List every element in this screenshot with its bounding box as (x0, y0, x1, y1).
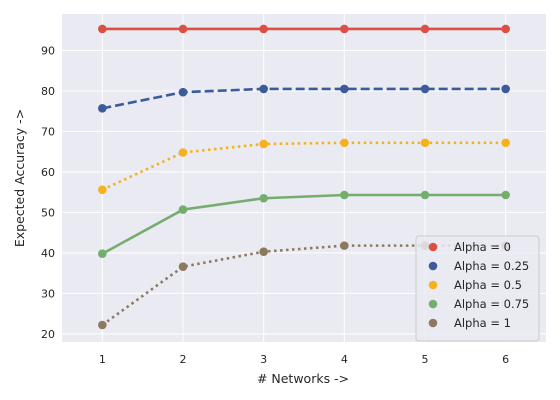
legend: Alpha = 0 Alpha = 0.25 Alpha = 0.5 Alpha = … (415, 235, 540, 342)
data-point (178, 148, 188, 157)
y-tick-label: 30 (41, 287, 55, 300)
x-tick-label: 5 (422, 353, 429, 366)
series-line (101, 193, 506, 255)
x-tick-label: 6 (502, 353, 509, 366)
data-point (98, 249, 107, 259)
data-point (420, 84, 430, 94)
series-3 (98, 138, 510, 195)
data-point (98, 24, 107, 34)
legend-marker (428, 318, 438, 328)
data-point (420, 24, 430, 34)
y-tick-label: 20 (41, 328, 55, 341)
legend-marker (428, 280, 438, 290)
y-tick-label: 50 (41, 206, 55, 219)
data-point (178, 205, 188, 214)
x-tick-labels: 1 2 3 4 5 6 (99, 353, 509, 366)
x-tick-label: 2 (180, 353, 187, 366)
data-point (259, 139, 268, 149)
data-point (98, 104, 107, 113)
x-axis-label: # Networks -> (257, 371, 349, 386)
y-tick-labels: 20 30 40 50 60 70 80 90 (41, 44, 55, 340)
legend-label: Alpha = 0.75 (454, 297, 529, 311)
data-point (259, 24, 268, 34)
legend-marker (428, 242, 438, 252)
data-point (178, 87, 188, 97)
data-point (259, 247, 268, 256)
legend-marker (428, 299, 438, 309)
series-1 (98, 24, 510, 34)
y-tick-label: 60 (41, 166, 55, 179)
data-point (98, 185, 107, 195)
legend-label: Alpha = 0.5 (454, 278, 522, 292)
y-axis-label: Expected Accuracy -> (12, 109, 27, 247)
data-point (501, 84, 510, 94)
data-point (420, 190, 430, 200)
legend-marker (428, 261, 438, 271)
data-point (340, 241, 349, 250)
data-point (501, 138, 510, 148)
x-tick-label: 1 (99, 353, 106, 366)
series-2 (98, 84, 510, 113)
y-tick-label: 40 (41, 247, 55, 260)
grid-lines (62, 14, 546, 342)
y-tick-label: 90 (41, 44, 55, 57)
data-point (259, 84, 268, 94)
data-point (340, 190, 349, 200)
series-line (101, 141, 506, 191)
series-4 (98, 190, 510, 259)
data-point (259, 193, 268, 203)
data-point (340, 84, 349, 94)
legend-box (415, 235, 540, 342)
data-point (420, 138, 430, 148)
y-tick-label: 80 (41, 85, 55, 98)
x-tick-label: 3 (260, 353, 267, 366)
data-point (340, 24, 349, 34)
data-point (340, 138, 349, 148)
series-line (101, 244, 506, 327)
data-point (501, 190, 510, 200)
legend-label: Alpha = 1 (454, 316, 511, 330)
y-tick-label: 70 (41, 125, 55, 138)
x-tick-label: 4 (341, 353, 348, 366)
series-line (102, 87, 506, 110)
legend-label: Alpha = 0.25 (454, 259, 529, 273)
data-point (501, 24, 510, 34)
series-layer (98, 24, 510, 330)
data-point (178, 262, 188, 271)
legend-label: Alpha = 0 (454, 240, 511, 254)
data-point (178, 24, 188, 34)
data-point (98, 320, 107, 330)
